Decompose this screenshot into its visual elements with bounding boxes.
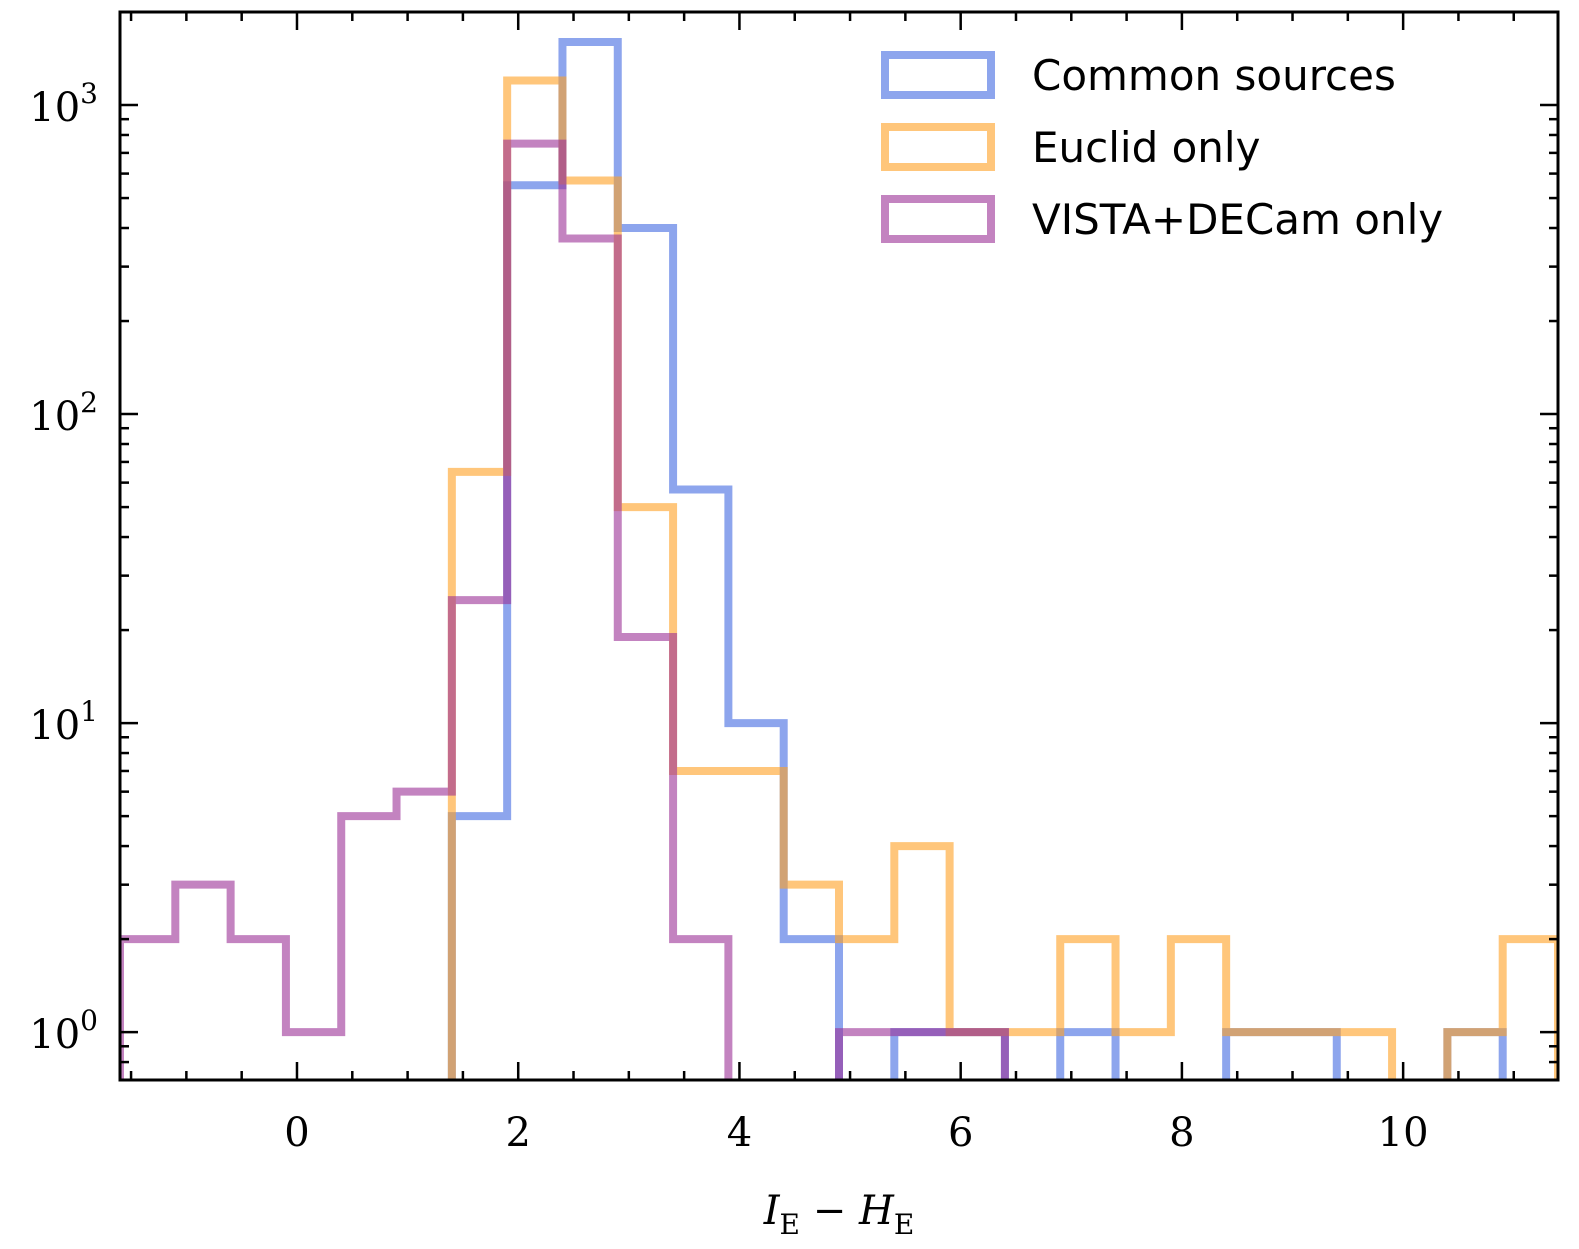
legend-label-common-sources: Common sources: [1032, 51, 1396, 100]
y-tick-exponent: 3: [80, 77, 98, 110]
x-axis-label-h-sub: E: [894, 1208, 914, 1241]
x-tick-label: 4: [727, 1110, 752, 1156]
x-axis-label-h: H: [858, 1188, 895, 1234]
series-layer: [120, 37, 1558, 1080]
x-tick-label: 8: [1169, 1110, 1194, 1156]
legend-swatch-vista-decam-only: [881, 195, 995, 243]
x-axis-label-i: I: [763, 1188, 781, 1234]
x-tick-label: 6: [948, 1110, 973, 1156]
series-vista-decam-only: [120, 139, 1009, 1080]
y-tick-base: 10: [29, 85, 80, 131]
x-axis-label-i-sub: E: [780, 1208, 800, 1241]
x-axis-label: IE − HE: [763, 1188, 915, 1241]
y-tick-exponent: 2: [80, 386, 98, 419]
y-tick-exponent: 0: [80, 1004, 98, 1037]
legend-label-vista-decam-only: VISTA+DECam only: [1032, 195, 1443, 244]
y-tick-label: 100: [29, 1004, 98, 1058]
x-tick-label: 2: [505, 1110, 530, 1156]
plot-frame: [118, 10, 1560, 1082]
x-tick-label: 10: [1378, 1110, 1429, 1156]
y-tick-label: 101: [29, 695, 98, 749]
y-tick-label: 103: [29, 77, 98, 131]
y-tick-base: 10: [29, 703, 80, 749]
y-tick-base: 10: [29, 1012, 80, 1058]
legend-label-euclid-only: Euclid only: [1032, 123, 1260, 172]
x-tick-label: 0: [284, 1110, 309, 1156]
y-tick-exponent: 1: [80, 695, 98, 728]
y-tick-base: 10: [29, 394, 80, 440]
legend-swatch-common-sources: [881, 51, 995, 99]
y-tick-label: 102: [29, 386, 98, 440]
x-axis-label-minus: −: [800, 1188, 859, 1234]
legend-swatch-euclid-only: [881, 123, 995, 171]
legend: Common sources Euclid only VISTA+DECam onl…: [881, 51, 1443, 244]
